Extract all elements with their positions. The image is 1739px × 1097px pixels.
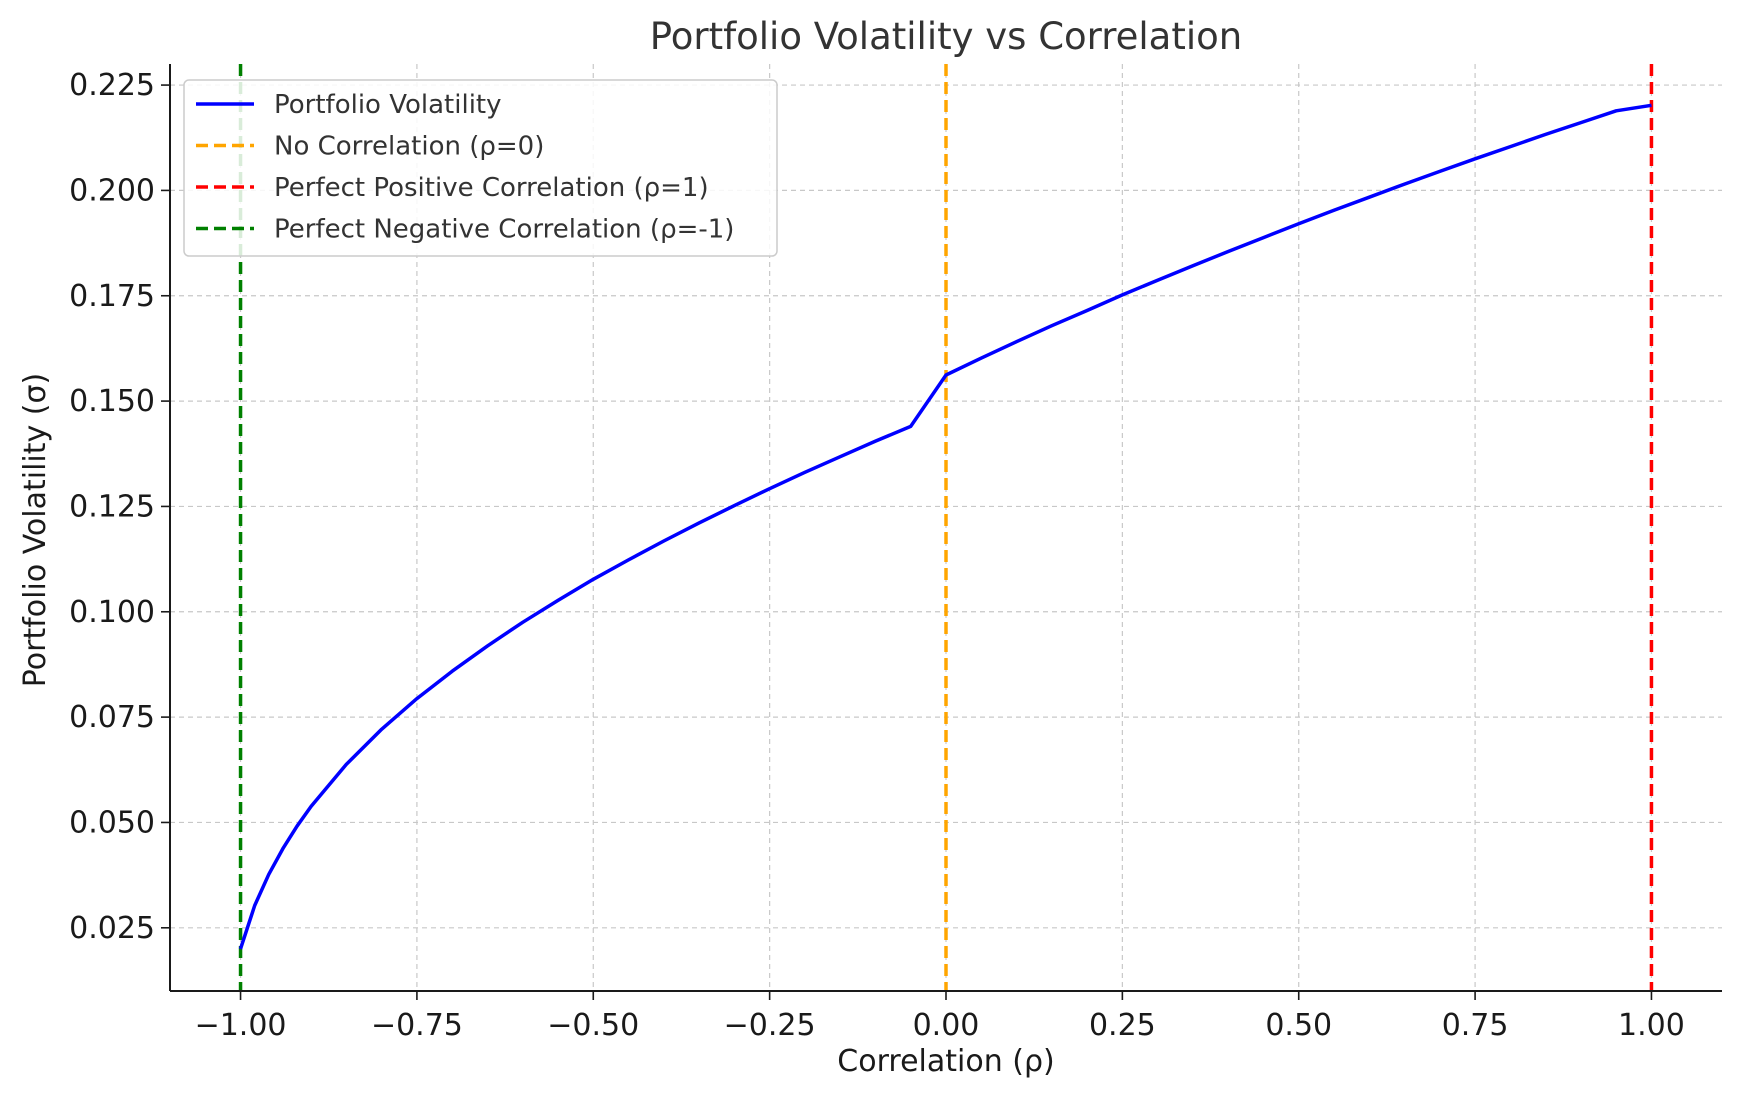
x-tick-label: 1.00 <box>1618 1008 1685 1043</box>
legend-label: Portfolio Volatility <box>274 90 502 120</box>
legend-label: No Correlation (ρ=0) <box>274 132 544 162</box>
chart-title: Portfolio Volatility vs Correlation <box>650 15 1242 58</box>
x-axis-title: Correlation (ρ) <box>837 1044 1054 1079</box>
x-tick-label: −0.75 <box>371 1008 463 1043</box>
x-tick-label: 0.75 <box>1442 1008 1509 1043</box>
x-axis-ticks: −1.00 −0.75 −0.50 −0.25 0.00 0.25 0.50 0.75 1.00 <box>195 991 1685 1043</box>
x-tick-label: −1.00 <box>195 1008 287 1043</box>
x-tick-label: 0.50 <box>1265 1008 1332 1043</box>
legend-label: Perfect Negative Correlation (ρ=-1) <box>274 215 734 245</box>
y-tick-label: 0.125 <box>69 489 155 524</box>
y-tick-label: 0.100 <box>69 595 155 630</box>
y-tick-label: 0.225 <box>69 68 155 103</box>
x-tick-label: 0.00 <box>913 1008 980 1043</box>
data-series <box>238 103 1652 950</box>
y-axis-ticks: 0.025 0.050 0.075 0.100 0.125 0.150 0.175 0.200… <box>69 68 170 946</box>
legend-label: Perfect Positive Correlation (ρ=1) <box>274 173 709 203</box>
legend-box <box>183 79 778 257</box>
y-tick-label: 0.025 <box>69 911 155 946</box>
y-axis-title: Portfolio Volatility (σ) <box>18 373 53 687</box>
y-tick-label: 0.200 <box>69 173 155 208</box>
x-tick-label: −0.25 <box>724 1008 816 1043</box>
series-line <box>238 103 1652 950</box>
x-tick-label: −0.50 <box>547 1008 639 1043</box>
legend: Portfolio Volatility No Correlation (ρ=0)… <box>183 79 778 257</box>
y-tick-label: 0.050 <box>69 805 155 840</box>
y-tick-label: 0.150 <box>69 384 155 419</box>
x-tick-label: 0.25 <box>1089 1008 1156 1043</box>
y-tick-label: 0.075 <box>69 700 155 735</box>
y-tick-label: 0.175 <box>69 279 155 314</box>
